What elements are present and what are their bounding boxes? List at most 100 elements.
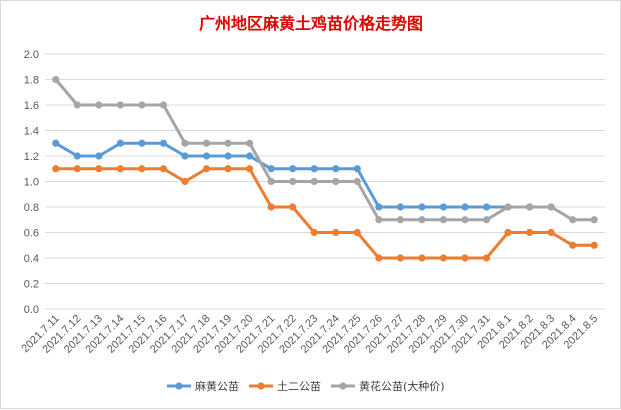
data-point: [181, 152, 189, 160]
legend-marker: [175, 382, 183, 390]
data-point: [332, 165, 340, 173]
data-point: [224, 165, 232, 173]
data-point: [526, 203, 534, 211]
legend-item: 黄花公苗(大种价): [331, 379, 445, 393]
data-point: [246, 165, 254, 173]
y-tick-label: 1.2: [24, 151, 39, 163]
legend-marker: [339, 382, 347, 390]
data-point: [138, 139, 146, 147]
data-point: [159, 165, 168, 173]
legend-item: 土二公苗: [249, 380, 321, 393]
data-point: [159, 101, 168, 109]
data-point: [353, 177, 361, 186]
data-point: [482, 254, 491, 262]
data-point: [461, 216, 469, 224]
y-axis-ticks: 0.0 0.2 0.4 0.6 0.8 1.0 1.2 1.4 1.6 1.8 2.0: [24, 49, 39, 316]
data-point: [396, 216, 404, 224]
data-point: [504, 228, 512, 237]
y-tick-label: 1.6: [24, 100, 39, 112]
data-point: [375, 203, 383, 211]
data-point: [396, 203, 404, 211]
data-point: [181, 139, 189, 147]
data-point: [418, 203, 426, 211]
data-point: [353, 165, 361, 173]
data-point: [310, 177, 318, 186]
y-tick-label: 0.6: [24, 228, 39, 240]
data-point: [267, 165, 275, 173]
data-point: [310, 228, 318, 237]
data-point: [289, 203, 297, 211]
data-point: [52, 75, 60, 84]
data-point: [418, 254, 426, 262]
data-point: [439, 216, 448, 224]
data-point: [590, 216, 598, 224]
legend: 麻黄公苗 土二公苗 黄花公苗(大种价): [167, 379, 445, 393]
y-tick-label: 0.8: [24, 202, 39, 214]
legend-label: 土二公苗: [277, 380, 321, 393]
y-tick-label: 1.8: [24, 75, 39, 87]
data-point: [52, 165, 60, 173]
legend-marker: [257, 382, 265, 390]
data-point: [95, 101, 103, 109]
data-point: [547, 203, 555, 211]
data-point: [439, 254, 448, 262]
data-point: [73, 165, 81, 173]
series-line: [54, 78, 596, 222]
data-point: [375, 216, 383, 224]
data-point: [116, 101, 124, 109]
data-point: [504, 203, 512, 211]
data-point: [289, 165, 297, 173]
legend-item: 麻黄公苗: [167, 379, 239, 393]
series-3: [52, 75, 598, 224]
data-point: [526, 228, 534, 237]
data-point: [461, 254, 469, 262]
data-point: [418, 216, 426, 224]
data-point: [289, 177, 297, 186]
data-point: [482, 203, 491, 211]
data-point: [52, 139, 60, 147]
data-point: [224, 139, 232, 147]
data-point: [310, 165, 318, 173]
data-point: [482, 216, 491, 224]
x-axis-ticks: 2021.7.112021.7.122021.7.132021.7.142021…: [19, 313, 600, 356]
series-lines: [52, 75, 598, 262]
data-point: [569, 241, 577, 249]
data-point: [267, 177, 275, 186]
data-point: [138, 165, 146, 173]
data-point: [73, 152, 81, 160]
data-point: [267, 203, 275, 211]
data-point: [95, 165, 103, 173]
data-point: [246, 152, 254, 160]
data-point: [202, 165, 211, 173]
series-1: [52, 139, 555, 211]
series-2: [52, 165, 598, 262]
data-point: [138, 101, 146, 109]
y-tick-label: 0.0: [24, 304, 39, 316]
data-point: [181, 177, 189, 186]
legend-label: 麻黄公苗: [195, 379, 239, 393]
data-point: [569, 216, 577, 224]
chart-title: 广州地区麻黄土鸡苗价格走势图: [199, 14, 423, 33]
data-point: [332, 177, 340, 186]
data-point: [224, 152, 232, 160]
data-point: [73, 101, 81, 109]
data-point: [439, 203, 448, 211]
data-point: [590, 241, 598, 249]
y-tick-label: 0.2: [24, 279, 39, 291]
data-point: [116, 165, 124, 173]
data-point: [332, 228, 340, 237]
data-point: [202, 139, 211, 147]
data-point: [246, 139, 254, 147]
data-point: [547, 228, 555, 237]
data-point: [159, 139, 168, 147]
data-point: [353, 228, 361, 237]
y-tick-label: 1.4: [24, 126, 39, 138]
series-line: [54, 141, 553, 209]
data-point: [202, 152, 211, 160]
data-point: [396, 254, 404, 262]
data-point: [116, 139, 124, 147]
y-tick-label: 0.4: [24, 253, 39, 265]
legend-label: 黄花公苗(大种价): [359, 379, 445, 393]
